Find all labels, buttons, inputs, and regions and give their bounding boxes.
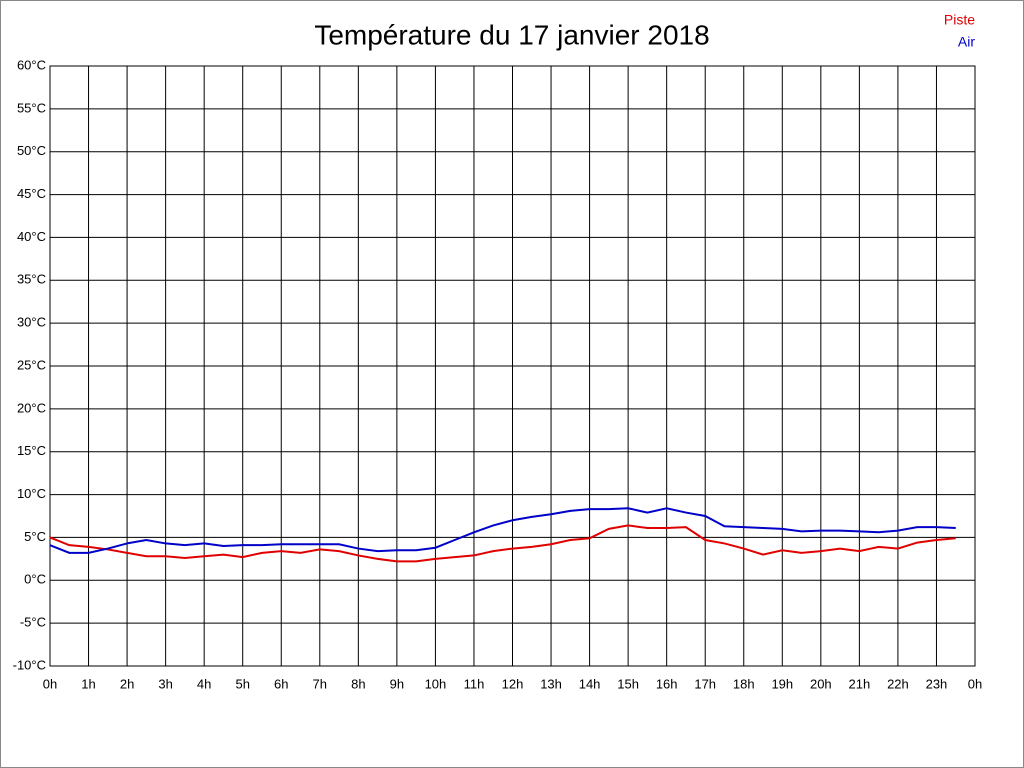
x-tick-label: 4h bbox=[197, 676, 211, 691]
x-tick-label: 12h bbox=[502, 676, 524, 691]
series-line bbox=[49, 524, 956, 563]
y-tick-label: 30°C bbox=[17, 315, 46, 330]
x-tick-label: 21h bbox=[849, 676, 871, 691]
y-tick-label: 35°C bbox=[17, 272, 46, 287]
x-tick-label: 19h bbox=[771, 676, 793, 691]
x-tick-label: 9h bbox=[390, 676, 404, 691]
y-tick-label: -10°C bbox=[13, 657, 46, 672]
x-tick-label: 17h bbox=[694, 676, 716, 691]
x-tick-label: 14h bbox=[579, 676, 601, 691]
legend-label: Piste bbox=[944, 12, 975, 28]
x-tick-label: 8h bbox=[351, 676, 365, 691]
y-tick-label: 5°C bbox=[24, 529, 46, 544]
x-tick-label: 16h bbox=[656, 676, 678, 691]
x-tick-label: 22h bbox=[887, 676, 909, 691]
legend-label: Air bbox=[958, 34, 975, 50]
x-tick-label: 6h bbox=[274, 676, 288, 691]
y-tick-label: 55°C bbox=[17, 100, 46, 115]
x-tick-label: 2h bbox=[120, 676, 134, 691]
y-tick-label: 10°C bbox=[17, 486, 46, 501]
x-tick-label: 0h bbox=[968, 676, 982, 691]
x-tick-label: 3h bbox=[158, 676, 172, 691]
x-tick-label: 7h bbox=[313, 676, 327, 691]
y-tick-label: 15°C bbox=[17, 443, 46, 458]
series-line bbox=[49, 507, 956, 554]
x-tick-label: 5h bbox=[235, 676, 249, 691]
x-tick-label: 13h bbox=[540, 676, 562, 691]
y-tick-label: 20°C bbox=[17, 400, 46, 415]
y-tick-label: 45°C bbox=[17, 186, 46, 201]
x-tick-label: 15h bbox=[617, 676, 639, 691]
y-tick-label: -5°C bbox=[20, 615, 46, 630]
x-tick-label: 0h bbox=[43, 676, 57, 691]
x-tick-label: 20h bbox=[810, 676, 832, 691]
chart-title: Température du 17 janvier 2018 bbox=[314, 19, 709, 50]
y-tick-label: 50°C bbox=[17, 143, 46, 158]
x-tick-label: 23h bbox=[926, 676, 948, 691]
y-tick-label: 25°C bbox=[17, 357, 46, 372]
y-tick-label: 0°C bbox=[24, 572, 46, 587]
y-tick-label: 60°C bbox=[17, 57, 46, 72]
x-tick-label: 1h bbox=[81, 676, 95, 691]
x-tick-label: 18h bbox=[733, 676, 755, 691]
x-tick-label: 11h bbox=[464, 676, 485, 691]
y-tick-label: 40°C bbox=[17, 229, 46, 244]
x-tick-label: 10h bbox=[425, 676, 447, 691]
